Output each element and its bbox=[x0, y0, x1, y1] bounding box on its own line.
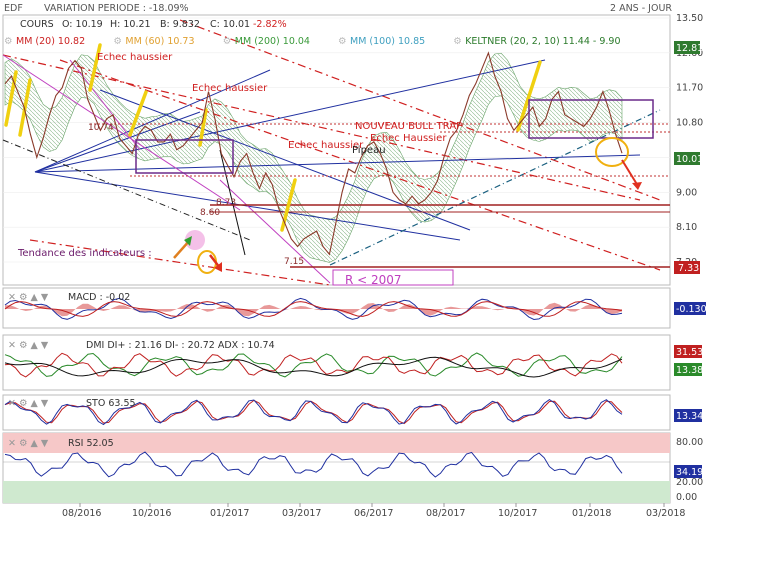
close-value: C: 10.01 bbox=[210, 19, 250, 30]
change-value: -2.82% bbox=[253, 19, 287, 30]
annotation-echec-4: Echec Haussier bbox=[370, 133, 447, 144]
cours-label: COURS bbox=[20, 19, 54, 30]
x-tick: 01/2017 bbox=[210, 508, 249, 519]
x-tick: 10/2017 bbox=[498, 508, 537, 519]
x-tick: 08/2016 bbox=[62, 508, 101, 519]
annotation-echec-1: Echec haussier bbox=[97, 52, 173, 63]
macd-panel: ✕ ⚙ ▲ ▼ MACD : -0.02 -0.130 bbox=[2, 287, 707, 329]
x-axis: 08/2016 10/2016 01/2017 03/2017 06/2017 08/20… bbox=[62, 503, 685, 519]
y-tick: 13.50 bbox=[676, 13, 703, 24]
period-label: 2 ANS - JOUR bbox=[610, 3, 672, 14]
x-tick: 06/2017 bbox=[354, 508, 393, 519]
sto-label: STO 63.55 bbox=[86, 398, 136, 409]
tendance-icon bbox=[173, 230, 222, 274]
main-grid bbox=[3, 17, 670, 263]
swing-marks bbox=[4, 43, 542, 232]
badge-dmi-2: 13.38 bbox=[676, 365, 703, 376]
badge-1001: 10.01 bbox=[676, 154, 703, 165]
sto-panel: ✕ ⚙ ▲ ▼ STO 63.55 13.34 bbox=[2, 394, 703, 431]
annotation-1074: 10.74 bbox=[88, 123, 114, 133]
annotation-r2007: R < 2007 bbox=[345, 273, 402, 287]
rsi-panel: ✕ ⚙ ▲ ▼ RSI 52.05 80.00 20.00 0.00 34.19 bbox=[2, 432, 703, 504]
chart-header: EDF VARIATION PERIODE : -18.09% 2 ANS - … bbox=[4, 3, 672, 47]
indicator-icon: ⚙ bbox=[338, 36, 347, 47]
y-tick: 8.10 bbox=[676, 222, 697, 233]
svg-text:✕ ⚙ ▲ ▼: ✕ ⚙ ▲ ▼ bbox=[8, 340, 49, 351]
badge-sto: 13.34 bbox=[676, 411, 703, 422]
down-arrow bbox=[621, 159, 639, 187]
badge-1281: 12.81 bbox=[676, 43, 703, 54]
y-tick: 9.00 bbox=[676, 187, 697, 198]
annotation-860: 8.60 bbox=[200, 208, 220, 218]
indicator-3: MM (100) 10.85 bbox=[350, 36, 425, 47]
annotation-tendance: Tendance des indicateurs : bbox=[17, 248, 152, 259]
x-tick: 10/2016 bbox=[132, 508, 171, 519]
rsi-y-tick: 80.00 bbox=[676, 437, 703, 448]
svg-text:✕ ⚙ ▲ ▼: ✕ ⚙ ▲ ▼ bbox=[8, 398, 49, 409]
badge-macd: -0.130 bbox=[676, 304, 707, 315]
indicator-4: KELTNER (20, 2, 10) 11.44 - 9.90 bbox=[465, 36, 620, 47]
x-tick: 03/2018 bbox=[646, 508, 685, 519]
x-tick: 03/2017 bbox=[282, 508, 321, 519]
open-value: O: 10.19 bbox=[62, 19, 103, 30]
badge-dmi-1: 31.53 bbox=[676, 347, 703, 358]
rsi-label: RSI 52.05 bbox=[68, 438, 114, 449]
annotation-bull-trap: NOUVEAU BULL TRAP bbox=[355, 121, 462, 132]
badge-rsi: 34.19 bbox=[676, 467, 703, 478]
indicator-icon: ⚙ bbox=[113, 36, 122, 47]
low-value: B: 9.832 bbox=[160, 19, 200, 30]
annotations: Echec haussier Echec haussier Echec haus… bbox=[17, 52, 462, 287]
ticker: EDF bbox=[4, 3, 23, 14]
indicator-icon: ⚙ bbox=[4, 36, 13, 47]
price-series bbox=[4, 51, 623, 256]
price-badges: 12.81 10.01 7.33 bbox=[674, 41, 703, 274]
badge-733: 7.33 bbox=[678, 263, 699, 274]
dmi-label: DMI DI+ : 21.16 DI- : 20.72 ADX : 10.74 bbox=[86, 340, 275, 351]
high-value: H: 10.21 bbox=[110, 19, 151, 30]
annotation-715: 7.15 bbox=[284, 257, 304, 267]
annotation-echec-2: Echec haussier bbox=[192, 83, 268, 94]
rsi-y-tick: 20.00 bbox=[676, 477, 703, 488]
indicator-1: MM (60) 10.73 bbox=[125, 36, 194, 47]
indicator-icon: ⚙ bbox=[223, 36, 232, 47]
x-tick: 01/2018 bbox=[572, 508, 611, 519]
svg-text:✕ ⚙ ▲ ▼: ✕ ⚙ ▲ ▼ bbox=[8, 438, 49, 449]
down-arrow-head bbox=[632, 182, 642, 190]
rsi-y-tick: 0.00 bbox=[676, 492, 697, 503]
panel-icons-macd: ✕ ⚙ ▲ ▼ bbox=[8, 292, 49, 303]
indicator-icon: ⚙ bbox=[453, 36, 462, 47]
y-tick: 10.80 bbox=[676, 118, 703, 129]
indicator-0: MM (20) 10.82 bbox=[16, 36, 85, 47]
macd-label: MACD : -0.02 bbox=[68, 292, 130, 303]
x-tick: 08/2017 bbox=[426, 508, 465, 519]
variation-periode: VARIATION PERIODE : -18.09% bbox=[44, 3, 189, 14]
consolidation-box-2 bbox=[528, 99, 654, 139]
trend-lines bbox=[2, 19, 670, 286]
consolidation-box-1 bbox=[135, 139, 234, 174]
r2007-box bbox=[332, 269, 454, 286]
annotation-pipeau: Pipeau bbox=[352, 145, 386, 156]
y-tick: 11.70 bbox=[676, 83, 703, 94]
warning-circle bbox=[595, 137, 629, 167]
annotation-873: 8.73 bbox=[216, 198, 236, 208]
dmi-panel: ✕ ⚙ ▲ ▼ DMI DI+ : 21.16 DI- : 20.72 ADX … bbox=[2, 334, 703, 391]
annotation-echec-3: Echec haussier bbox=[288, 140, 364, 151]
indicator-2: MM (200) 10.04 bbox=[235, 36, 310, 47]
